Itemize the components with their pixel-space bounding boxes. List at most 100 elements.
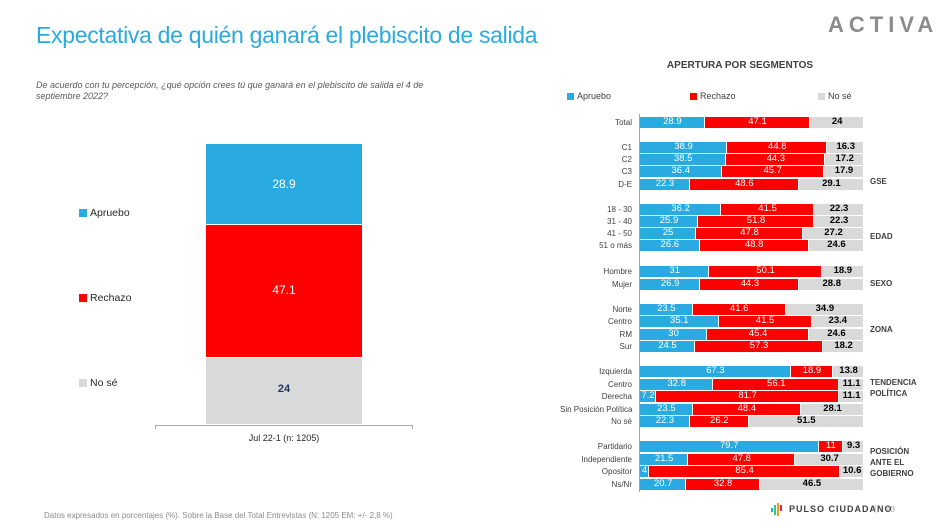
segment-bar-apruebo bbox=[640, 378, 713, 390]
segment-bar-apruebo bbox=[640, 415, 689, 427]
segment-label: Derecha bbox=[601, 391, 632, 401]
segment-data-label: 44.3 bbox=[740, 277, 760, 289]
bar-data-label: 47.1 bbox=[272, 283, 296, 298]
segment-bar-nose bbox=[823, 340, 863, 352]
segment-data-label: 32.8 bbox=[667, 377, 686, 389]
legend-swatch bbox=[818, 93, 825, 101]
segment-bar-apruebo bbox=[640, 141, 727, 153]
segment-bar-nose bbox=[843, 440, 863, 452]
segment-label: Izquierda bbox=[599, 366, 632, 376]
segment-label: No sé bbox=[611, 416, 632, 426]
segment-data-label: 17.9 bbox=[834, 164, 854, 176]
bar-segment-no-se bbox=[206, 357, 362, 424]
segment-bar-apruebo bbox=[640, 165, 721, 177]
segment-bar-rechazo bbox=[696, 227, 803, 239]
segment-data-label: 11.1 bbox=[842, 389, 861, 401]
legend-item: Apruebo bbox=[79, 207, 130, 219]
segment-bar-rechazo bbox=[707, 328, 808, 340]
segment-data-label: 28.9 bbox=[663, 115, 682, 127]
segment-data-label: 45.4 bbox=[748, 327, 768, 339]
segment-bar-apruebo bbox=[640, 315, 718, 327]
segment-bar-rechazo bbox=[721, 165, 823, 177]
segment-bar-nose bbox=[808, 239, 863, 251]
segment-bar-apruebo bbox=[640, 278, 700, 290]
segment-data-label: 48.8 bbox=[744, 238, 764, 250]
segments-stacked-bar-chart: Apruebo Rechazo No sé Total 28.9 47.1 24 C1 38.9… bbox=[560, 85, 939, 495]
legend-label: No sé bbox=[828, 91, 852, 101]
segment-label: C1 bbox=[621, 142, 632, 152]
segment-group-label: EDAD bbox=[870, 232, 893, 241]
segment-data-label: 51.5 bbox=[797, 414, 816, 426]
segment-data-label: 26.9 bbox=[660, 277, 680, 289]
segment-bar-apruebo bbox=[640, 153, 726, 165]
segment-bar-nose bbox=[808, 328, 863, 340]
segment-data-label: 45.7 bbox=[763, 164, 782, 176]
segment-bar-nose bbox=[839, 390, 863, 402]
legend-label: Apruebo bbox=[577, 91, 612, 101]
legend-label: Apruebo bbox=[90, 207, 130, 219]
main-stacked-bar-chart: 28.9 Apruebo 47.1 Rechazo 24 No sé Jul 22-1 (n… bbox=[79, 144, 413, 443]
segments-chart-title: APERTURA POR SEGMENTOS bbox=[666, 60, 814, 71]
segment-bar-nose bbox=[823, 165, 863, 177]
segment-bar-apruebo bbox=[640, 203, 721, 215]
segment-data-label: 47.1 bbox=[748, 115, 767, 127]
segment-label: C2 bbox=[621, 154, 632, 164]
segment-data-label: 81.7 bbox=[738, 389, 757, 401]
segment-data-label: 30 bbox=[668, 327, 679, 339]
bar-data-label: 28.9 bbox=[272, 176, 296, 191]
segment-bar-rechazo bbox=[709, 265, 821, 277]
segment-data-label: 26.2 bbox=[710, 414, 729, 426]
segment-data-label: 32.8 bbox=[713, 477, 733, 489]
x-axis-tick bbox=[412, 425, 413, 429]
segment-bar-rechazo bbox=[689, 415, 748, 427]
segment-group-label: SEXO bbox=[870, 279, 893, 288]
segment-data-label: 41.5 bbox=[755, 314, 775, 326]
segment-data-label: 22.3 bbox=[829, 202, 849, 214]
segment-bar-rechazo bbox=[686, 478, 759, 490]
x-axis-category-label: Jul 22-1 (n: 1205) bbox=[248, 433, 320, 443]
legend-label: Rechazo bbox=[700, 91, 736, 101]
activa-logo: ACTIVA bbox=[828, 12, 939, 37]
legend-swatch bbox=[79, 379, 87, 388]
segment-bar-rechazo bbox=[689, 178, 798, 190]
segment-label: Independiente bbox=[581, 454, 632, 464]
segment-bar-apruebo bbox=[640, 365, 790, 377]
segment-bar-nose bbox=[814, 203, 863, 215]
segment-data-label: 47.8 bbox=[740, 226, 759, 238]
segment-label: Partidario bbox=[597, 441, 632, 451]
segment-bar-nose bbox=[759, 478, 863, 490]
segment-bar-nose bbox=[827, 141, 863, 153]
segment-data-label: 25.9 bbox=[659, 214, 679, 226]
segment-label: RM bbox=[619, 329, 632, 339]
segment-bar-rechazo bbox=[688, 453, 795, 465]
segment-bar-nose bbox=[814, 215, 863, 227]
segment-bar-apruebo bbox=[640, 239, 699, 251]
legend-swatch bbox=[690, 93, 697, 101]
segment-bar-rechazo bbox=[818, 440, 843, 452]
legend-swatch bbox=[79, 294, 87, 303]
segment-data-label: 18.9 bbox=[833, 264, 853, 276]
segment-data-label: 28.1 bbox=[823, 402, 842, 414]
segment-bar-nose bbox=[803, 227, 863, 239]
segment-bar-rechazo bbox=[704, 116, 810, 128]
segment-label: Hombre bbox=[603, 266, 632, 276]
segment-data-label: 24.5 bbox=[658, 339, 677, 351]
page-number: 43 bbox=[886, 505, 895, 514]
segment-bar-rechazo bbox=[699, 239, 808, 251]
bar-segment-rechazo bbox=[206, 225, 362, 357]
segment-bar-apruebo bbox=[640, 116, 704, 128]
segment-bar-apruebo bbox=[640, 340, 694, 352]
segment-data-label: 25 bbox=[662, 226, 674, 238]
segment-bar-apruebo bbox=[640, 178, 689, 190]
segment-data-label: 18.2 bbox=[834, 339, 853, 351]
segment-data-label: 46.5 bbox=[802, 477, 822, 489]
segment-data-label: 36.2 bbox=[671, 202, 690, 214]
segment-data-label: 23.5 bbox=[657, 402, 676, 414]
segment-data-label: 38.5 bbox=[673, 152, 693, 164]
segment-data-label: 57.3 bbox=[749, 339, 769, 351]
segment-group-label: ZONA bbox=[870, 325, 893, 334]
segment-bar-rechazo bbox=[692, 403, 801, 415]
segment-label: 31 - 40 bbox=[607, 216, 632, 226]
segment-label: Sur bbox=[619, 341, 632, 351]
segment-bar-rechazo bbox=[656, 390, 839, 402]
